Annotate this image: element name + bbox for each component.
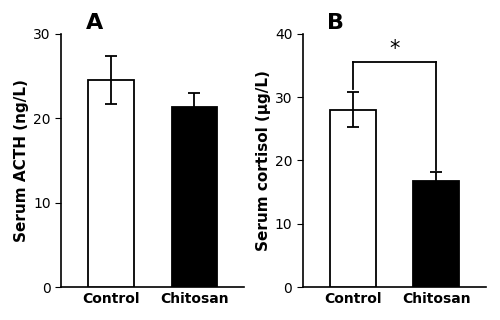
Bar	[172, 107, 218, 287]
Y-axis label: Serum cortisol (μg/L): Serum cortisol (μg/L)	[256, 70, 270, 251]
Text: A: A	[86, 13, 102, 33]
Y-axis label: Serum ACTH (ng/L): Serum ACTH (ng/L)	[14, 79, 29, 242]
Text: *: *	[389, 39, 400, 59]
Text: B: B	[328, 13, 344, 33]
Bar	[330, 110, 376, 287]
Bar	[88, 80, 134, 287]
Bar	[413, 181, 459, 287]
